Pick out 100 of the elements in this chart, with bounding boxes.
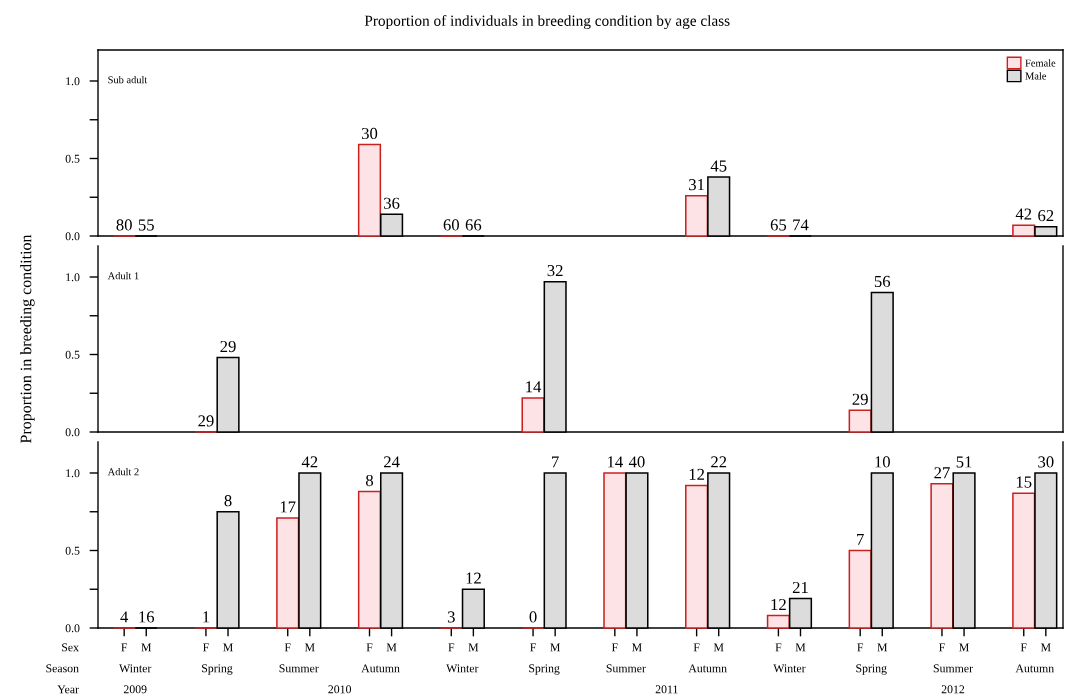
annotation: 30 <box>361 127 378 140</box>
x-tick-label: Spring <box>856 664 887 675</box>
x-tick-label: Autumn <box>361 664 400 673</box>
x-tick-label: Autumn <box>688 664 727 673</box>
annotation: 4 <box>120 611 129 623</box>
annotation: Adult 2 <box>107 467 139 476</box>
x-tick-label: Spring <box>529 664 560 675</box>
text: M <box>468 643 479 652</box>
text: 2011 <box>655 685 678 694</box>
bar <box>521 397 545 433</box>
text: Sex <box>62 643 79 652</box>
annotation: 29 <box>198 415 214 427</box>
text: M <box>304 643 315 652</box>
chart-title: Proportion of individuals in breeding condition by age class <box>364 14 730 30</box>
y-tick-label: 0.0 <box>65 624 80 633</box>
annotation: 31 <box>689 179 704 191</box>
text: M <box>223 643 233 652</box>
annotation: 14 <box>607 456 623 468</box>
annotation: 60 <box>443 219 459 231</box>
annotation: Adult 1 <box>107 271 139 280</box>
text: F <box>1020 643 1027 652</box>
text: 2012 <box>941 685 965 694</box>
annotation: 24 <box>383 456 400 468</box>
text: M <box>795 643 806 652</box>
annotation: 0 <box>529 611 537 623</box>
annotation: 42 <box>1015 208 1032 220</box>
annotation: 3 <box>447 611 455 623</box>
text: M <box>959 643 969 652</box>
text: M <box>386 643 397 652</box>
text: M <box>1040 643 1051 652</box>
annotation: 51 <box>956 456 972 468</box>
annotation: 10 <box>875 456 890 468</box>
annotation: 55 <box>138 219 154 231</box>
annotation: 12 <box>689 468 705 480</box>
annotation: 45 <box>710 160 727 172</box>
annotation: 36 <box>384 197 400 209</box>
annotation: 80 <box>116 219 132 231</box>
bar <box>1012 224 1036 237</box>
x-tick-label: Summer <box>933 664 973 673</box>
annotation: 62 <box>1038 210 1054 222</box>
y-tick-label: 1.0 <box>66 77 80 86</box>
y-axis-title: Proportion in breeding condition <box>20 234 35 444</box>
text: M <box>877 643 888 652</box>
annotation: 66 <box>465 219 482 231</box>
bar <box>685 194 709 237</box>
y-tick-label: 0.0 <box>65 428 80 437</box>
bar <box>357 143 382 237</box>
text: F <box>857 643 864 652</box>
annotation: Sub adult <box>108 75 148 84</box>
x-tick-label: Summer <box>606 664 646 673</box>
annotation: 7 <box>552 456 559 468</box>
text: M <box>141 643 152 652</box>
x-tick-label: Spring <box>202 664 233 675</box>
bar <box>603 472 627 629</box>
annotation: 1 <box>203 611 210 623</box>
text: Season <box>46 664 79 673</box>
text: F <box>121 643 128 652</box>
annotation: 8 <box>224 495 232 507</box>
bar <box>685 484 709 629</box>
x-tick-label: Summer <box>279 664 319 673</box>
text: F <box>448 643 455 652</box>
annotation: 12 <box>466 572 481 584</box>
bar <box>766 614 791 629</box>
annotation: 22 <box>711 456 727 468</box>
bar <box>1012 492 1036 629</box>
legend-label: Male <box>1025 72 1047 80</box>
annotation: 17 <box>280 501 296 513</box>
annotation: 29 <box>852 393 868 405</box>
annotation: 27 <box>934 467 950 479</box>
y-tick-label: 1.0 <box>66 469 80 478</box>
bar <box>848 549 872 629</box>
text: F <box>775 643 782 652</box>
annotation: 56 <box>874 275 891 288</box>
annotation: 74 <box>793 219 809 231</box>
y-tick-label: 0.5 <box>65 546 80 555</box>
y-tick-label: 0.0 <box>65 232 80 241</box>
annotation: 42 <box>301 456 318 468</box>
y-tick-label: 1.0 <box>66 273 80 282</box>
annotation: 21 <box>792 581 808 593</box>
annotation: 8 <box>365 474 374 487</box>
text: F <box>366 643 373 652</box>
annotation: 65 <box>770 219 787 231</box>
annotation: 7 <box>857 533 864 545</box>
text: F <box>611 643 618 652</box>
text: F <box>939 643 945 652</box>
text: 2009 <box>123 685 147 694</box>
x-tick-label: Winter <box>773 664 806 673</box>
text: 2010 <box>328 685 352 694</box>
annotation: 15 <box>1016 476 1032 488</box>
bar <box>848 409 872 433</box>
text: F <box>693 643 700 652</box>
text: M <box>713 643 724 652</box>
bar <box>357 490 382 629</box>
legend-label: Female <box>1025 59 1056 67</box>
annotation: 30 <box>1038 456 1054 468</box>
bar <box>930 483 954 629</box>
y-tick-label: 0.5 <box>65 154 80 163</box>
text: F <box>284 643 291 652</box>
x-tick-label: Winter <box>446 664 479 673</box>
annotation: 12 <box>771 598 786 610</box>
